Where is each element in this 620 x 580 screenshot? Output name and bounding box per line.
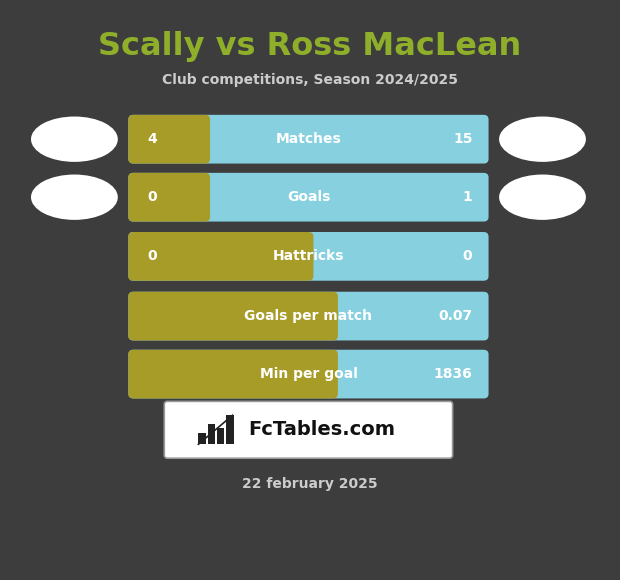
Text: 1: 1 [463,190,472,204]
Text: 1836: 1836 [433,367,472,381]
FancyBboxPatch shape [128,173,210,222]
Text: 0.07: 0.07 [438,309,472,323]
Text: Scally vs Ross MacLean: Scally vs Ross MacLean [99,31,521,62]
FancyBboxPatch shape [128,292,489,340]
Text: Goals per match: Goals per match [244,309,373,323]
Ellipse shape [31,117,118,162]
Text: Matches: Matches [275,132,342,146]
FancyBboxPatch shape [164,401,453,458]
Ellipse shape [31,175,118,220]
FancyBboxPatch shape [128,292,338,340]
Text: 15: 15 [453,132,472,146]
FancyBboxPatch shape [128,350,489,398]
Ellipse shape [499,175,586,220]
Ellipse shape [499,117,586,162]
Text: FcTables.com: FcTables.com [248,420,395,439]
FancyBboxPatch shape [226,415,234,444]
FancyBboxPatch shape [128,232,489,281]
FancyBboxPatch shape [128,115,489,164]
Text: 0: 0 [147,190,157,204]
FancyBboxPatch shape [128,173,489,222]
FancyBboxPatch shape [128,232,313,281]
Text: 22 february 2025: 22 february 2025 [242,477,378,491]
FancyBboxPatch shape [217,428,224,444]
FancyBboxPatch shape [208,424,215,444]
Text: 4: 4 [147,132,157,146]
FancyBboxPatch shape [198,433,206,444]
Text: Club competitions, Season 2024/2025: Club competitions, Season 2024/2025 [162,73,458,87]
FancyBboxPatch shape [128,115,210,164]
Text: 0: 0 [147,249,157,263]
Text: Hattricks: Hattricks [273,249,344,263]
FancyBboxPatch shape [128,350,338,398]
Text: Goals: Goals [287,190,330,204]
Text: Min per goal: Min per goal [260,367,357,381]
Text: 0: 0 [463,249,472,263]
